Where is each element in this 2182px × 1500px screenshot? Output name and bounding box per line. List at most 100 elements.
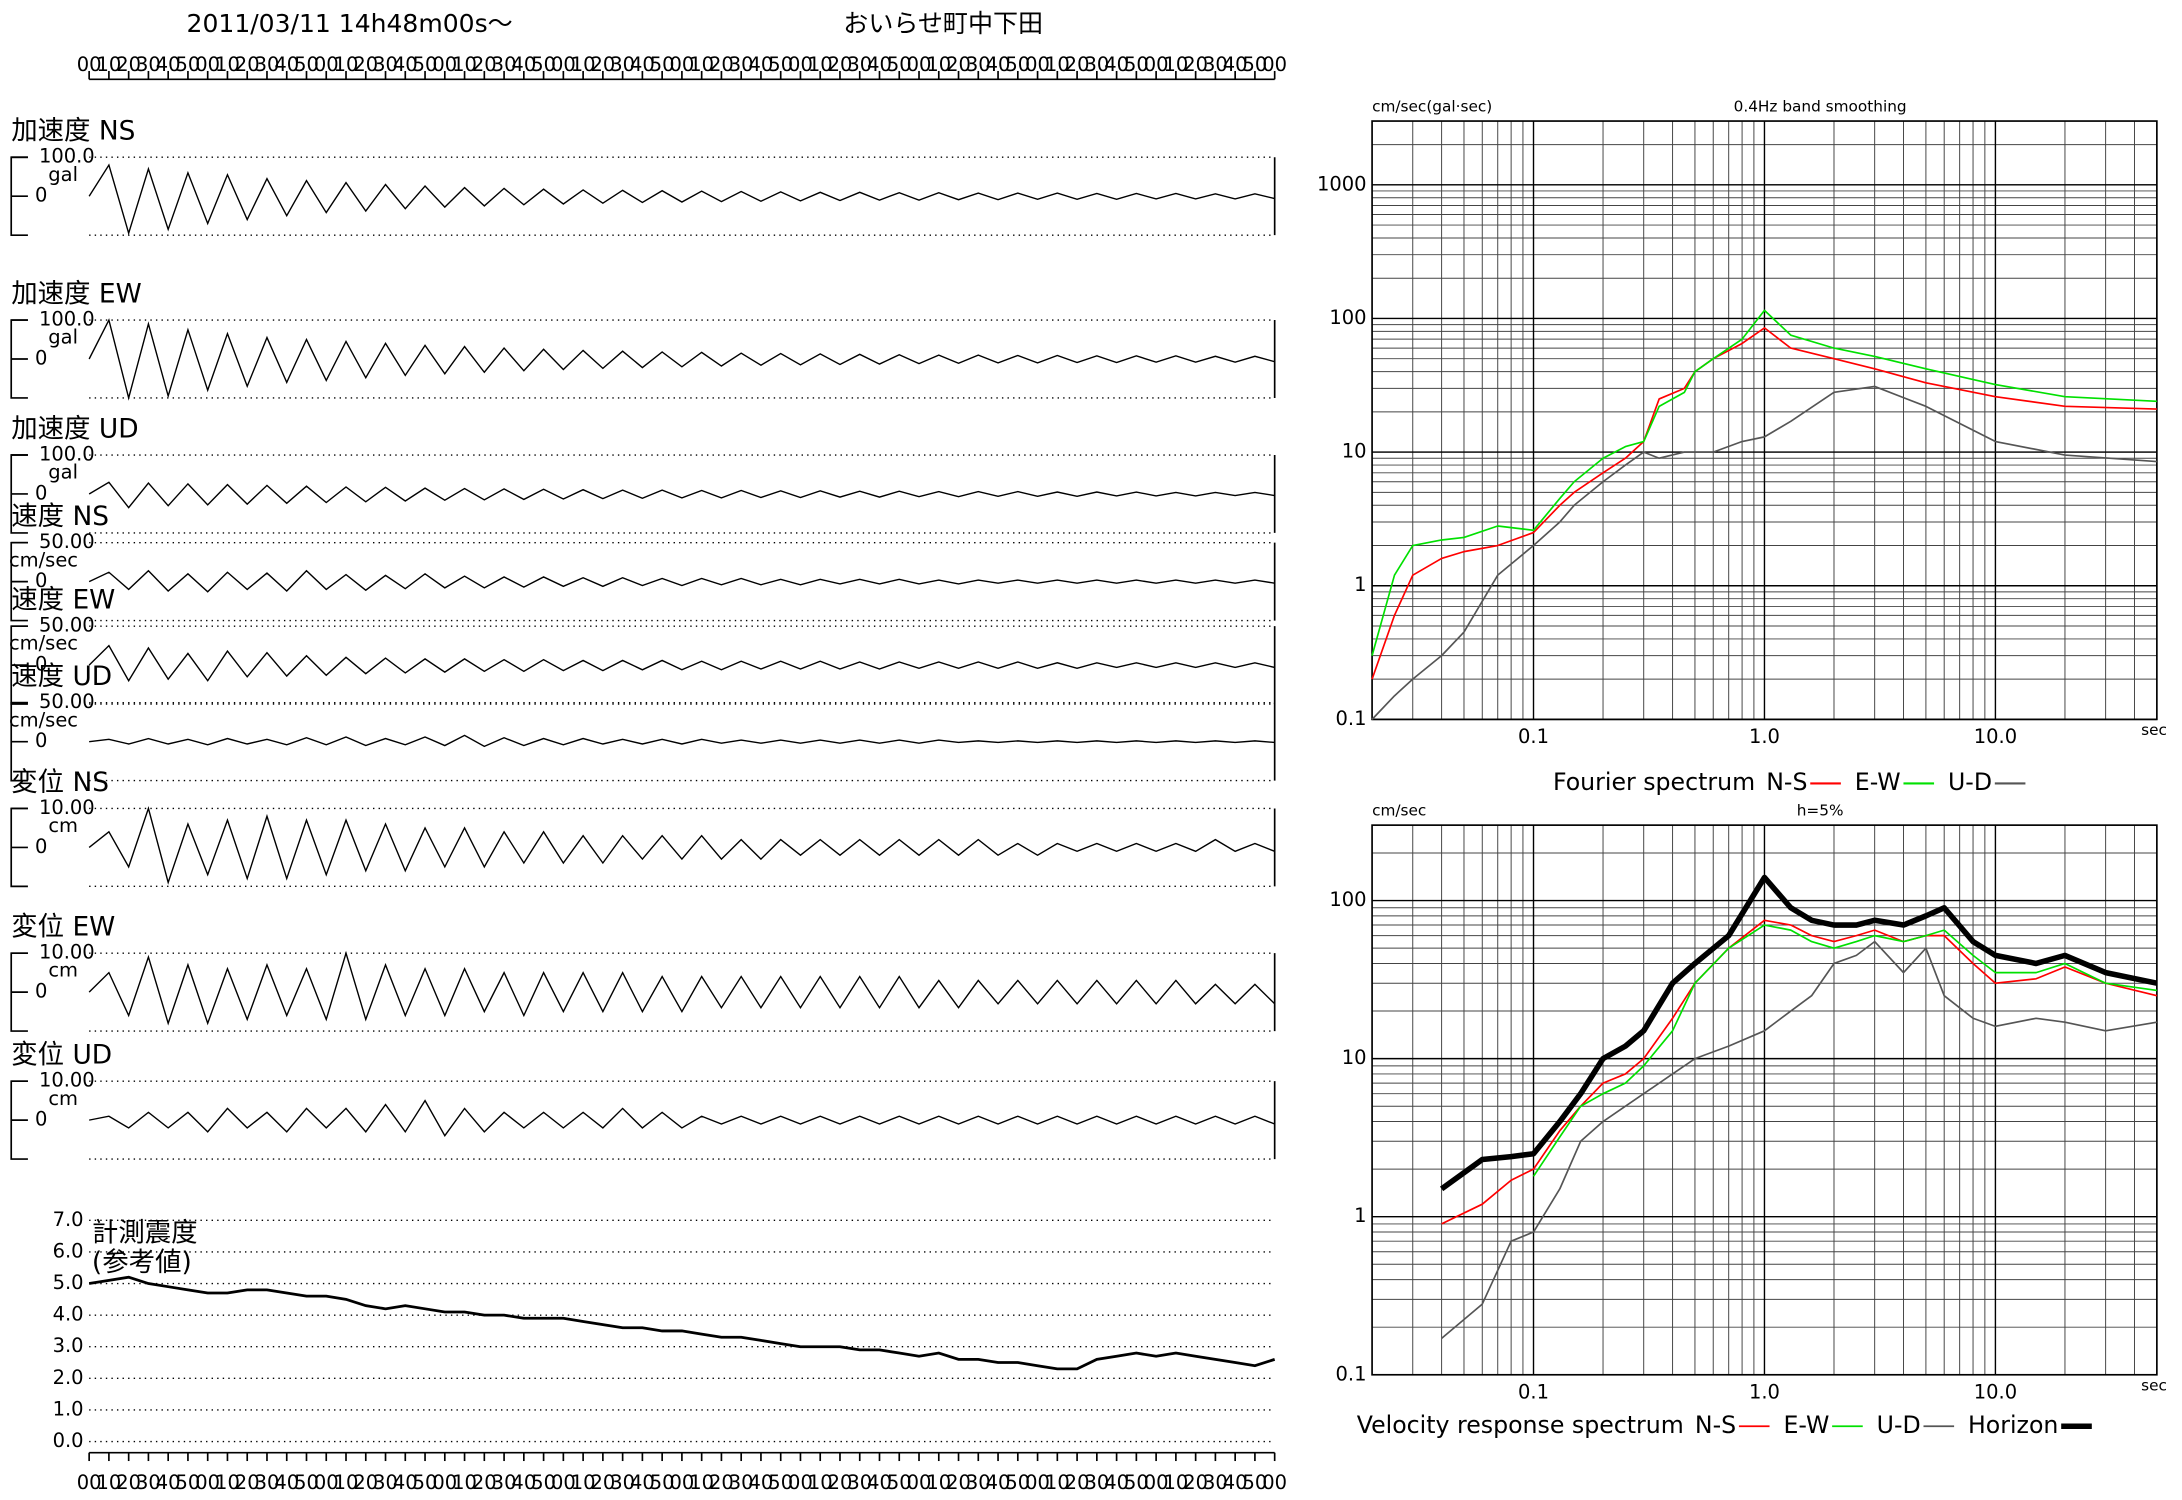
plot-frame xyxy=(1371,120,2158,721)
time-tick-label: 20 xyxy=(353,53,378,76)
time-tick-label: 30 xyxy=(492,1471,517,1494)
waveform xyxy=(88,569,1275,593)
time-tick-label: 10 xyxy=(689,53,714,76)
y-tick-label: 50.00 xyxy=(39,614,95,637)
waveform xyxy=(88,481,1275,509)
time-tick-label: 40 xyxy=(749,1471,774,1494)
y-tick-label: 0 xyxy=(35,346,47,369)
time-tick-label: 50 xyxy=(650,53,675,76)
chart-subtitle: (参考値) xyxy=(92,1247,192,1278)
y-tick-label: 2.0 xyxy=(53,1366,84,1389)
time-tick-label: 40 xyxy=(1223,1471,1248,1494)
legend-label: N-S xyxy=(1766,768,1807,796)
waveform xyxy=(88,950,1276,1026)
trace-title: 変位 UD xyxy=(11,1040,112,1071)
trace-title: 変位 NS xyxy=(11,767,109,798)
time-tick-label: 40 xyxy=(156,53,181,76)
time-tick-label: 00 xyxy=(670,1471,695,1494)
time-tick-label: 00 xyxy=(314,1471,339,1494)
time-tick-label: 40 xyxy=(393,53,418,76)
y-tick-label: 10 xyxy=(1342,440,1367,463)
time-tick-label: 50 xyxy=(413,1471,438,1494)
time-tick-label: 30 xyxy=(136,1471,161,1494)
time-tick-label: 10 xyxy=(1045,53,1070,76)
time-tick-label: 40 xyxy=(156,1471,181,1494)
y-tick-label: 0.1 xyxy=(1336,707,1367,730)
y-tick-label: 0 xyxy=(35,569,47,592)
y-tick-label: 10 xyxy=(1342,1046,1367,1069)
record-date: 2011/03/11 14h48m00s〜 xyxy=(187,9,513,38)
time-tick-label: 10 xyxy=(1045,1471,1070,1494)
y-tick-label: 0 xyxy=(35,481,47,504)
time-tick-label: 10 xyxy=(1163,53,1188,76)
time-tick-label: 10 xyxy=(808,1471,833,1494)
time-tick-label: 20 xyxy=(472,1471,497,1494)
plot-frame xyxy=(1371,824,2158,1376)
time-tick-label: 00 xyxy=(551,53,576,76)
time-tick-label: 30 xyxy=(610,53,635,76)
y-tick-label: 0 xyxy=(35,653,47,676)
time-tick-label: 30 xyxy=(729,1471,754,1494)
x-label: sec xyxy=(2141,1376,2167,1394)
y-tick-label: 50.00 xyxy=(39,530,95,553)
time-tick-label: 30 xyxy=(966,1471,991,1494)
time-tick-label: 50 xyxy=(413,53,438,76)
time-tick-label: 40 xyxy=(630,1471,655,1494)
time-tick-label: 50 xyxy=(650,1471,675,1494)
waveform xyxy=(88,318,1275,401)
time-tick-label: 50 xyxy=(1005,53,1030,76)
time-tick-label: 40 xyxy=(1223,53,1248,76)
x-label: sec xyxy=(2141,721,2167,739)
time-tick-label: 20 xyxy=(590,1471,615,1494)
y-tick-label: 100.0 xyxy=(39,145,95,168)
legend-title: Velocity response spectrum xyxy=(1357,1411,1684,1439)
intensity-line xyxy=(88,1275,1276,1371)
time-tick-label: 10 xyxy=(215,53,240,76)
time-tick-label: 20 xyxy=(828,53,853,76)
time-tick-label: 00 xyxy=(1025,1471,1050,1494)
y-tick-label: 7.0 xyxy=(53,1208,84,1231)
time-tick-label: 50 xyxy=(1005,1471,1030,1494)
time-tick-label: 30 xyxy=(373,1471,398,1494)
time-tick-label: 00 xyxy=(77,1471,102,1494)
time-tick-label: 40 xyxy=(986,53,1011,76)
time-tick-label: 00 xyxy=(907,1471,932,1494)
time-tick-label: 30 xyxy=(1084,53,1109,76)
time-tick-label: 30 xyxy=(136,53,161,76)
time-tick-label: 10 xyxy=(97,53,122,76)
waveform xyxy=(88,806,1275,885)
time-tick-label: 10 xyxy=(926,1471,951,1494)
y-tick-label: 1000 xyxy=(1317,172,1367,195)
legend-label: E-W xyxy=(1783,1411,1829,1439)
time-tick-label: 40 xyxy=(511,1471,536,1494)
time-tick-label: 10 xyxy=(452,1471,477,1494)
time-tick-label: 00 xyxy=(1262,1471,1287,1494)
time-tick-label: 50 xyxy=(176,1471,201,1494)
unit-label: cm xyxy=(48,814,78,837)
waveform xyxy=(88,163,1275,236)
note: h=5% xyxy=(1797,802,1844,820)
time-tick-label: 10 xyxy=(689,1471,714,1494)
trace-title: 加速度 UD xyxy=(11,413,138,444)
time-tick-label: 30 xyxy=(729,53,754,76)
time-tick-label: 40 xyxy=(867,53,892,76)
time-tick-label: 50 xyxy=(887,1471,912,1494)
time-tick-label: 50 xyxy=(1124,1471,1149,1494)
time-tick-label: 00 xyxy=(77,53,102,76)
time-tick-label: 20 xyxy=(709,1471,734,1494)
time-tick-label: 40 xyxy=(630,53,655,76)
time-tick-label: 40 xyxy=(1104,53,1129,76)
time-tick-label: 10 xyxy=(926,53,951,76)
y-tick-label: 1 xyxy=(1354,573,1366,596)
spectrum-line xyxy=(1439,874,2158,1192)
time-tick-label: 50 xyxy=(1243,1471,1268,1494)
time-tick-label: 20 xyxy=(116,53,141,76)
x-tick-label: 1.0 xyxy=(1749,725,1780,748)
time-tick-label: 30 xyxy=(255,1471,280,1494)
time-tick-label: 30 xyxy=(492,53,517,76)
time-tick-label: 00 xyxy=(195,1471,220,1494)
time-tick-label: 40 xyxy=(986,1471,1011,1494)
note: 0.4Hz band smoothing xyxy=(1734,98,1907,116)
time-tick-label: 00 xyxy=(432,53,457,76)
time-tick-label: 40 xyxy=(1104,1471,1129,1494)
